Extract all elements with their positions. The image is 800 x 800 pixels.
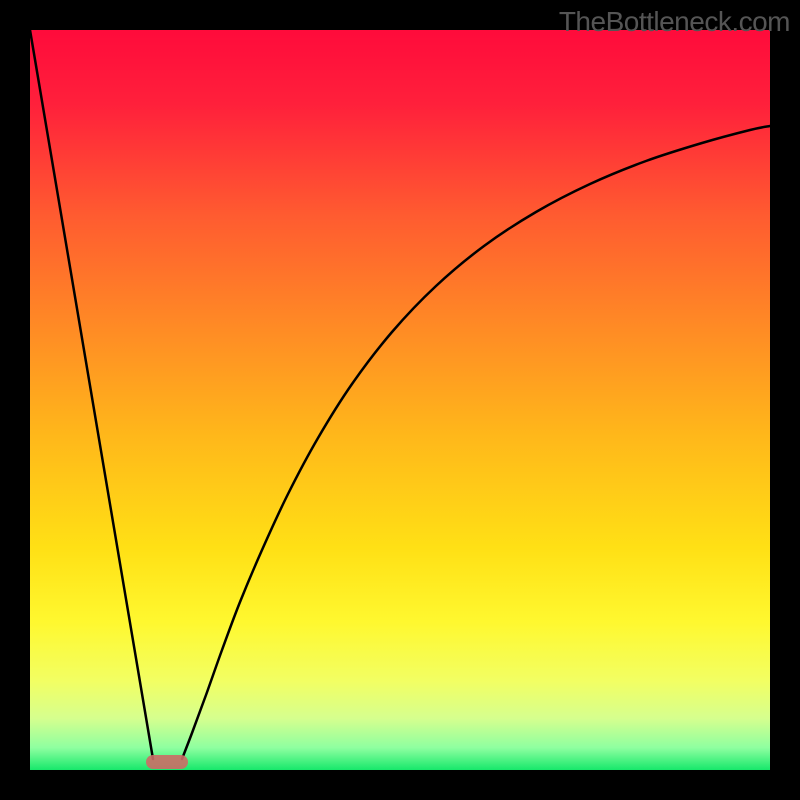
bottleneck-marker: [146, 755, 188, 769]
chart-container: { "watermark": { "text": "TheBottleneck.…: [0, 0, 800, 800]
watermark-text: TheBottleneck.com: [559, 6, 790, 38]
chart-plot-area: [30, 30, 770, 770]
bottleneck-chart: [0, 0, 800, 800]
